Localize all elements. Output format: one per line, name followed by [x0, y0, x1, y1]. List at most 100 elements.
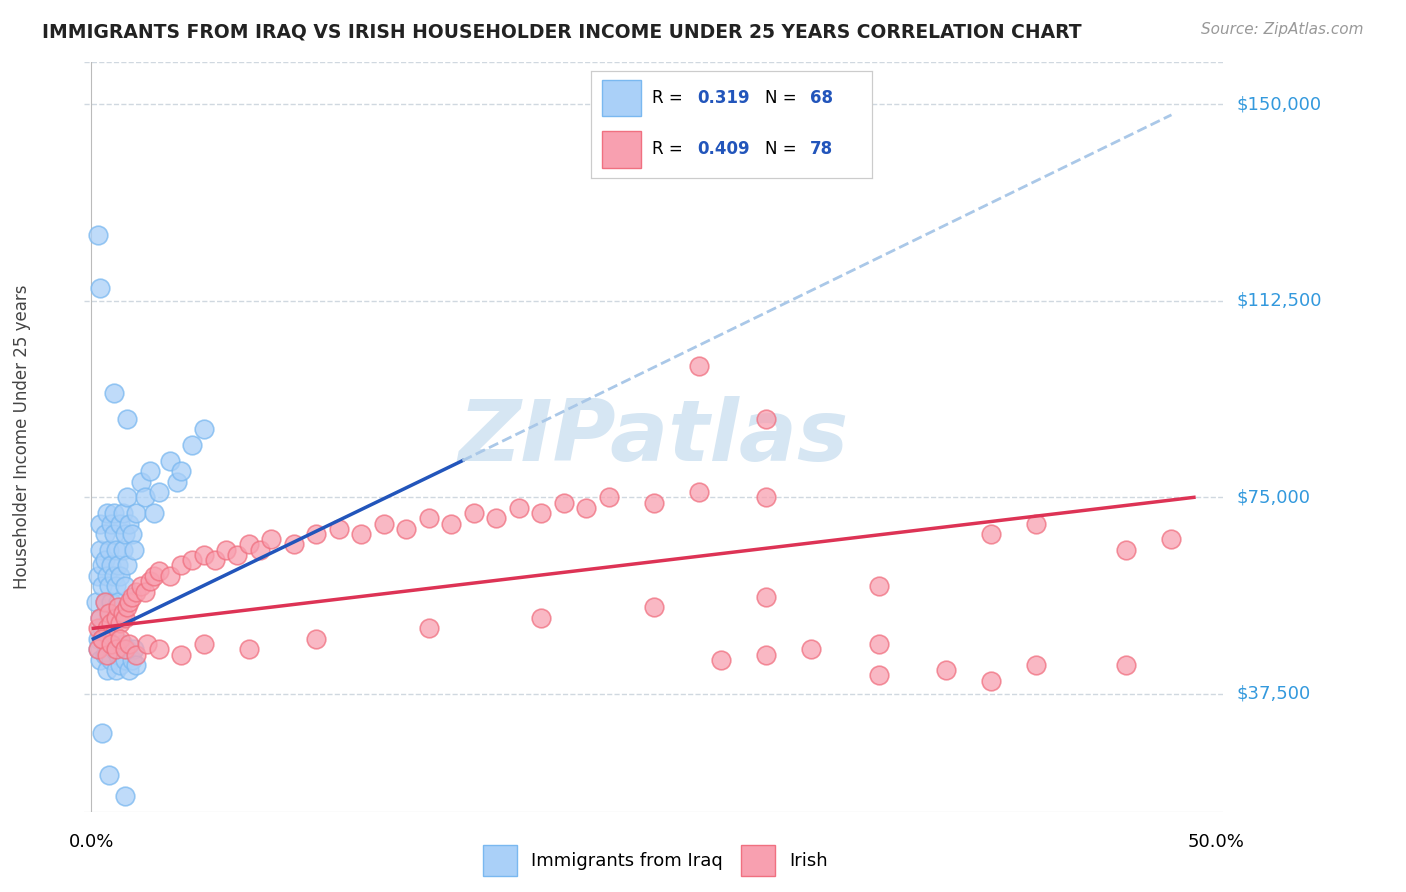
FancyBboxPatch shape: [602, 131, 641, 168]
Point: [87, 632, 110, 646]
Point: [166, 475, 188, 489]
Point: [110, 658, 132, 673]
Point: [530, 506, 553, 520]
Point: [980, 527, 1002, 541]
Point: [305, 527, 328, 541]
Point: [111, 542, 134, 557]
Point: [249, 542, 271, 557]
Point: [868, 668, 890, 682]
Point: [440, 516, 463, 531]
Point: [104, 611, 127, 625]
Point: [100, 595, 122, 609]
Text: 0.0%: 0.0%: [69, 832, 114, 851]
Point: [935, 663, 957, 677]
Point: [328, 522, 350, 536]
Point: [89, 653, 111, 667]
Point: [508, 500, 530, 515]
Point: [193, 548, 215, 562]
Point: [87, 642, 110, 657]
Point: [114, 789, 136, 803]
Point: [89, 281, 111, 295]
Point: [181, 553, 204, 567]
Point: [115, 558, 138, 573]
Point: [710, 653, 733, 667]
Point: [755, 648, 778, 662]
Point: [283, 537, 305, 551]
FancyBboxPatch shape: [484, 846, 516, 876]
Point: [350, 527, 373, 541]
Point: [193, 637, 215, 651]
Text: R =: R =: [652, 89, 689, 107]
Point: [93, 595, 115, 609]
Point: [1025, 516, 1047, 531]
Point: [418, 511, 440, 525]
Point: [114, 642, 136, 657]
Point: [170, 464, 193, 478]
Point: [530, 611, 553, 625]
Point: [100, 516, 122, 531]
Point: [91, 558, 114, 573]
FancyBboxPatch shape: [741, 846, 775, 876]
Point: [89, 516, 111, 531]
Point: [121, 590, 143, 604]
Point: [103, 506, 125, 520]
Point: [89, 611, 111, 625]
Point: [107, 595, 129, 609]
Point: [87, 621, 110, 635]
Point: [100, 558, 122, 573]
Point: [1115, 542, 1137, 557]
Point: [226, 548, 249, 562]
Point: [98, 542, 121, 557]
Point: [868, 579, 890, 593]
Point: [93, 648, 115, 662]
Point: [118, 637, 141, 651]
Text: 78: 78: [810, 141, 832, 159]
Point: [104, 663, 127, 677]
Point: [755, 411, 778, 425]
Text: IMMIGRANTS FROM IRAQ VS IRISH HOUSEHOLDER INCOME UNDER 25 YEARS CORRELATION CHAR: IMMIGRANTS FROM IRAQ VS IRISH HOUSEHOLDE…: [42, 22, 1081, 41]
Point: [93, 553, 115, 567]
Point: [1025, 658, 1047, 673]
Point: [138, 464, 160, 478]
Point: [103, 626, 125, 640]
Point: [114, 579, 136, 593]
Point: [118, 516, 141, 531]
Point: [125, 584, 148, 599]
Point: [100, 653, 122, 667]
Text: 0.319: 0.319: [697, 89, 749, 107]
Point: [114, 611, 136, 625]
Point: [238, 537, 260, 551]
Point: [980, 673, 1002, 688]
Point: [373, 516, 395, 531]
Point: [129, 579, 152, 593]
Point: [96, 621, 118, 635]
Point: [104, 542, 127, 557]
Point: [868, 637, 890, 651]
Point: [107, 648, 129, 662]
Point: [91, 579, 114, 593]
Point: [115, 600, 138, 615]
Point: [204, 553, 226, 567]
Point: [98, 768, 121, 782]
Point: [104, 642, 127, 657]
Point: [170, 648, 193, 662]
Text: ZIPatlas: ZIPatlas: [458, 395, 849, 479]
Point: [96, 569, 118, 583]
Point: [800, 642, 823, 657]
Point: [110, 569, 132, 583]
Point: [111, 606, 134, 620]
Point: [148, 564, 170, 578]
Point: [96, 506, 118, 520]
Point: [215, 542, 238, 557]
Text: 0.409: 0.409: [697, 141, 749, 159]
Point: [96, 663, 118, 677]
Point: [125, 658, 148, 673]
Point: [170, 558, 193, 573]
Point: [125, 506, 148, 520]
Point: [575, 500, 598, 515]
Point: [111, 637, 134, 651]
Text: $37,500: $37,500: [1237, 685, 1312, 703]
Text: $112,500: $112,500: [1237, 292, 1323, 310]
Point: [93, 527, 115, 541]
Point: [122, 542, 145, 557]
